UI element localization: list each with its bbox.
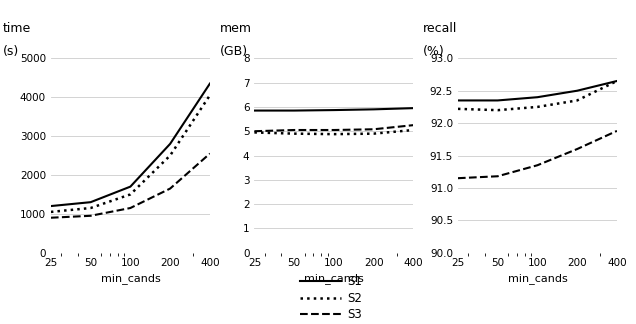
Text: (s): (s) [3,45,20,58]
Legend: S1, S2, S3: S1, S2, S3 [300,275,362,321]
Text: recall: recall [423,22,457,35]
Text: (GB): (GB) [219,45,247,58]
X-axis label: min_cands: min_cands [508,273,567,284]
X-axis label: min_cands: min_cands [100,273,160,284]
X-axis label: min_cands: min_cands [304,273,364,284]
Text: mem: mem [219,22,251,35]
Text: time: time [3,22,31,35]
Text: (%): (%) [423,45,445,58]
